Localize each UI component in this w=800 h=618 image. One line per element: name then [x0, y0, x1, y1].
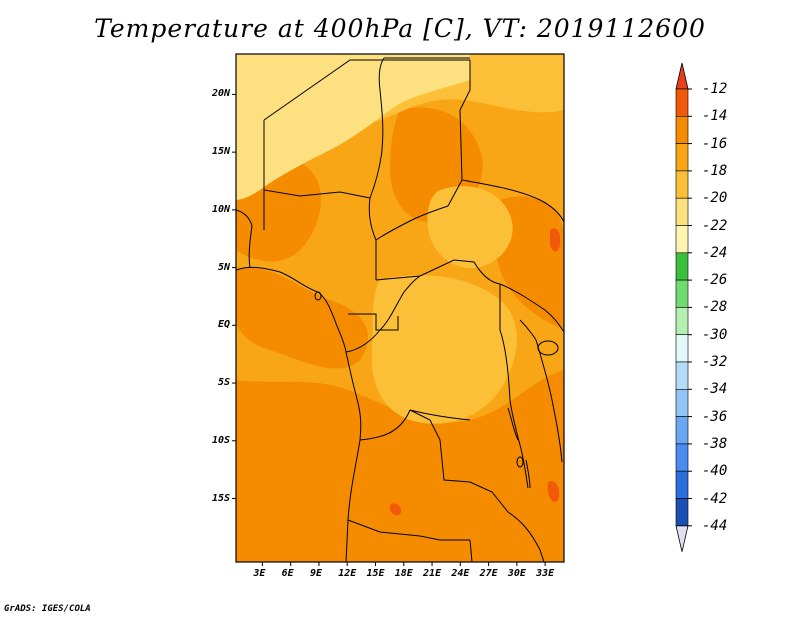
credit-text: GrADS: IGES/COLA — [4, 604, 91, 614]
colorbar-swatch — [675, 498, 689, 527]
colorbar-swatch — [675, 88, 689, 117]
colorbar-bottom-triangle — [675, 525, 689, 552]
lon-tick-label: 15E — [366, 568, 385, 579]
lat-tick-label: 20N — [211, 88, 230, 100]
colorbar-swatch — [675, 361, 689, 390]
lat-tick-label: 15S — [211, 492, 230, 504]
chart-title: Temperature at 400hPa [C], VT: 201911260… — [94, 14, 706, 43]
colorbar-label: -20 — [702, 190, 728, 207]
country-borders — [235, 57, 565, 563]
temperature-field-warm-central — [236, 267, 369, 369]
colorbar-label: -34 — [702, 381, 728, 398]
colorbar-label: -32 — [702, 354, 728, 370]
lat-tick-label: 10S — [211, 434, 230, 446]
colorbar-swatch — [675, 252, 689, 281]
temperature-field-cool-center — [371, 275, 517, 424]
colorbar-label: -42 — [702, 490, 728, 507]
lon-tick-label: 21E — [423, 568, 442, 579]
colorbar-label: -16 — [702, 135, 728, 152]
temperature-field-cool-mid — [427, 186, 513, 269]
lat-tick-label: EQ — [217, 319, 230, 331]
colorbar-label: -24 — [702, 244, 728, 261]
colorbar-label: -30 — [702, 326, 728, 343]
lon-tick-label: 33E — [536, 568, 555, 579]
colorbar-label: -18 — [702, 162, 728, 179]
lat-tick-label: 15N — [211, 146, 230, 158]
colorbar-label: -44 — [702, 517, 728, 534]
map-frame — [235, 53, 565, 563]
colorbar-swatch — [675, 388, 689, 417]
lon-tick-label: 27E — [479, 568, 498, 579]
temperature-field-hot-east — [550, 228, 561, 252]
colorbar-swatch — [675, 307, 689, 335]
colorbar-label: -26 — [702, 272, 728, 289]
lon-tick-label: 12E — [338, 568, 357, 579]
colorbar-swatch — [675, 279, 689, 308]
colorbar-swatch — [675, 143, 689, 172]
lon-tick-label: 3E — [253, 568, 266, 579]
colorbar-swatch — [675, 197, 689, 226]
colorbar-top-triangle — [675, 62, 689, 90]
colorbar-swatch — [675, 225, 689, 254]
temperature-field-cold-north — [236, 54, 470, 200]
lon-tick-label: 9E — [309, 568, 322, 579]
map-panel — [232, 53, 565, 566]
temperature-field-warm-south — [236, 370, 564, 562]
lon-tick-label: 24E — [451, 568, 470, 579]
colorbar-label: -28 — [702, 299, 728, 316]
lon-tick-label: 30E — [507, 568, 526, 579]
colorbar-label: -36 — [702, 408, 728, 425]
lon-tick-label: 18E — [394, 568, 413, 579]
colorbar-label: -12 — [702, 81, 728, 97]
temperature-field-hot-southeast — [547, 481, 560, 502]
colorbar-swatch — [675, 443, 689, 472]
lat-tick-label: 5N — [217, 261, 230, 273]
colorbar-swatch — [675, 116, 689, 144]
colorbar-swatch — [675, 334, 689, 363]
colorbar-swatch — [675, 416, 689, 445]
lat-tick-label: 5S — [217, 377, 230, 389]
lat-tick-label: 10N — [211, 203, 230, 215]
colorbar-label: -14 — [702, 108, 728, 125]
lakes — [314, 291, 559, 489]
colorbar-label: -40 — [702, 463, 728, 480]
map-ticks — [232, 93, 546, 566]
colorbar — [675, 62, 692, 552]
colorbar-swatch — [675, 470, 689, 499]
colorbar-label: -38 — [702, 435, 728, 452]
colorbar-label: -22 — [702, 217, 728, 234]
colorbar-swatch — [675, 170, 689, 199]
lon-tick-label: 6E — [281, 568, 294, 579]
temperature-field-hot-south — [389, 503, 402, 516]
